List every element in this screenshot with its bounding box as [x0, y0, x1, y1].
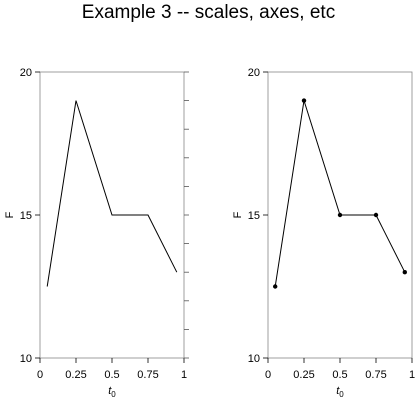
y-tick-label: 20: [20, 67, 32, 79]
x-axis-label: t0: [336, 385, 344, 399]
x-tick-label: 0.25: [65, 369, 86, 381]
x-tick-label: 0.75: [365, 369, 386, 381]
data-line: [275, 101, 405, 287]
x-axis-label-subscript: 0: [111, 390, 116, 399]
data-point: [302, 98, 306, 102]
x-tick-label: 1: [181, 369, 187, 381]
x-tick-label: 1: [409, 369, 415, 381]
x-tick-label: 0: [265, 369, 271, 381]
y-axis-label: F: [232, 211, 244, 218]
data-point: [338, 213, 342, 217]
y-tick-label: 10: [248, 353, 260, 365]
x-axis-label-subscript: 0: [339, 390, 344, 399]
y-tick-label: 20: [248, 67, 260, 79]
left-panel: 0 0.25 0.5 0.75 1 10 15 20 t0 F: [4, 67, 189, 399]
y-axis-label: F: [4, 211, 16, 218]
right-panel: 0 0.25 0.5 0.75 1 10 15 20 t0 F: [232, 67, 415, 399]
x-axis-label: t0: [108, 385, 116, 399]
data-line: [47, 101, 177, 287]
y-tick-label: 15: [248, 210, 260, 222]
x-tick-label: 0.75: [137, 369, 158, 381]
x-tick-label: 0.5: [332, 369, 347, 381]
data-point: [374, 213, 378, 217]
x-tick-label: 0.5: [104, 369, 119, 381]
x-tick-label: 0: [37, 369, 43, 381]
x-tick-label: 0.25: [293, 369, 314, 381]
y-tick-label: 15: [20, 210, 32, 222]
data-point: [273, 284, 277, 288]
data-point: [403, 270, 407, 274]
y-tick-label: 10: [20, 353, 32, 365]
